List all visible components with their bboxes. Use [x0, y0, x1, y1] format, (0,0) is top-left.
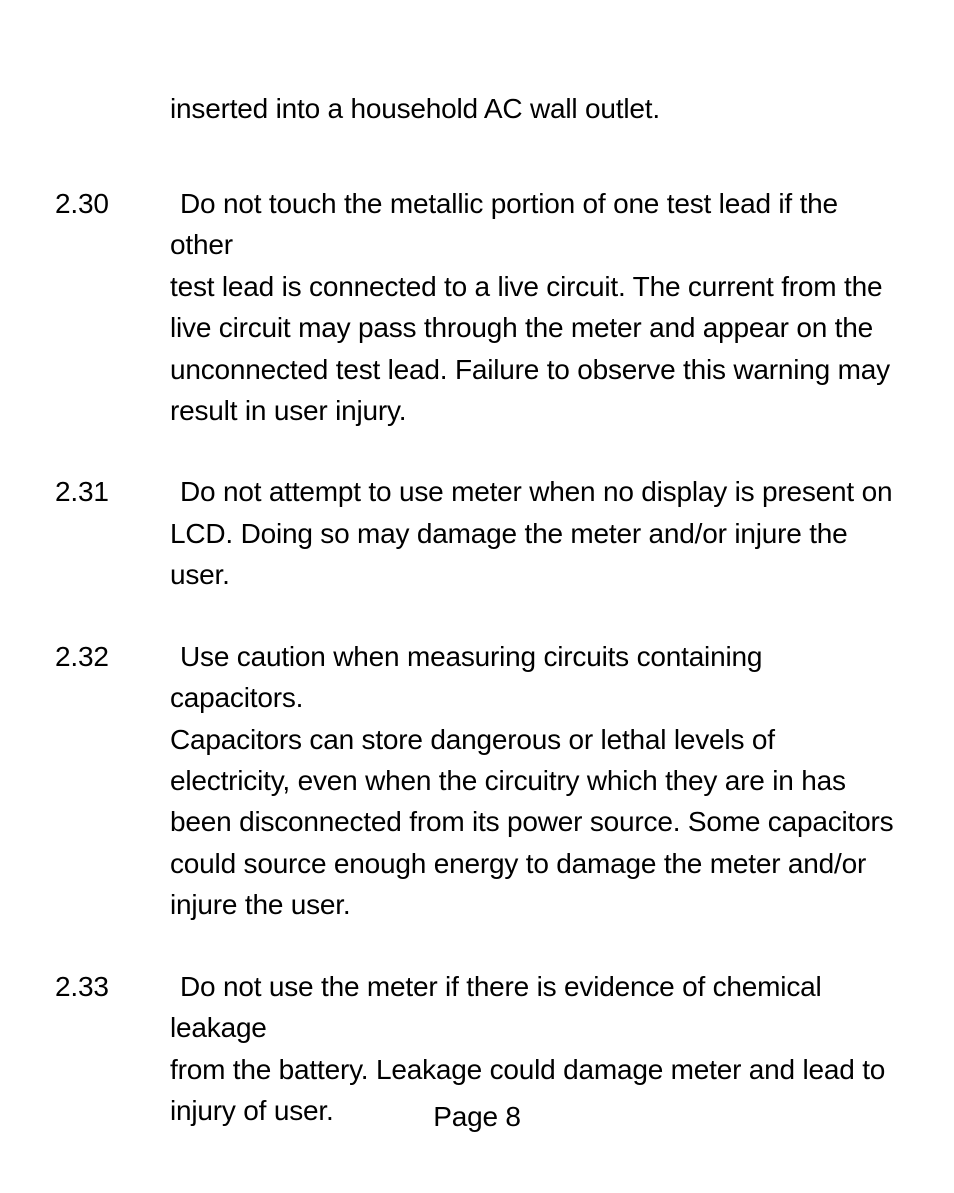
item-number: 2.32 [55, 636, 170, 926]
item-first-line: Do not touch the metallic portion of one… [170, 183, 899, 266]
item-first-line: Do not use the meter if there is evidenc… [170, 966, 899, 1049]
item-rest: test lead is connected to a live circuit… [170, 271, 890, 426]
item-text: Use caution when measuring circuits cont… [170, 636, 899, 926]
item-number: 2.31 [55, 471, 170, 595]
list-item: 2.32 Use caution when measuring circuits… [55, 636, 899, 926]
item-rest: LCD. Doing so may damage the meter and/o… [170, 518, 848, 590]
item-text: Do not attempt to use meter when no disp… [170, 471, 899, 595]
list-item: 2.30 Do not touch the metallic portion o… [55, 183, 899, 432]
page-footer: Page 8 [0, 1101, 954, 1133]
page: inserted into a household AC wall outlet… [0, 0, 954, 1193]
item-number: 2.30 [55, 183, 170, 432]
intro-text: inserted into a household AC wall outlet… [170, 90, 899, 128]
item-first-line: Do not attempt to use meter when no disp… [170, 471, 899, 512]
item-text: Do not touch the metallic portion of one… [170, 183, 899, 432]
item-rest: Capacitors can store dangerous or lethal… [170, 724, 893, 921]
item-first-line: Use caution when measuring circuits cont… [170, 636, 899, 719]
list-item: 2.31 Do not attempt to use meter when no… [55, 471, 899, 595]
